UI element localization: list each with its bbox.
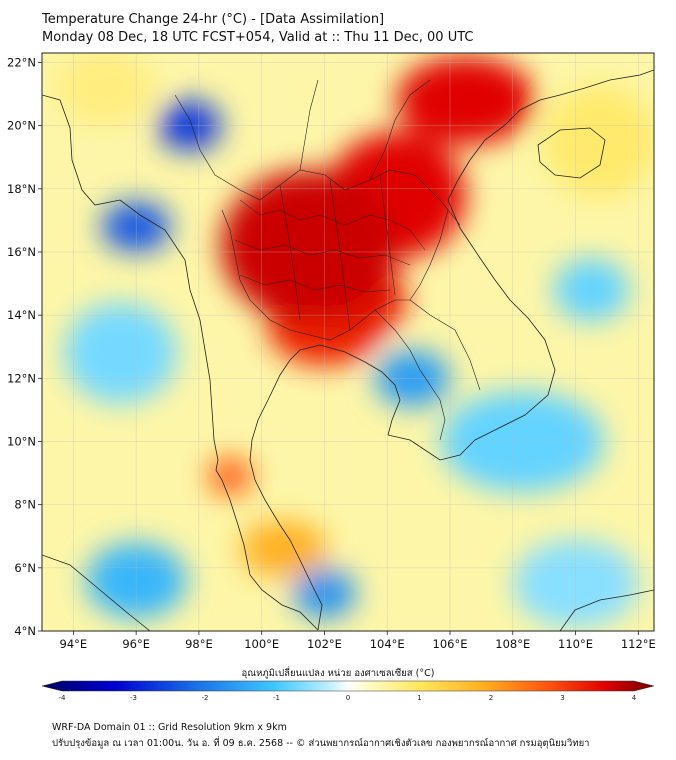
latitude-label: 14°N [7, 308, 36, 322]
longitude-label: 96°E [122, 637, 150, 651]
longitude-label: 102°E [307, 637, 342, 651]
field-anomaly-blob [544, 84, 654, 199]
field-anomaly-blob [54, 53, 155, 126]
longitude-label: 104°E [370, 637, 405, 651]
longitude-label: 100°E [244, 637, 279, 651]
latitude-label: 18°N [7, 182, 36, 196]
borneo-coast [559, 589, 654, 631]
latitude-label: 20°N [7, 119, 36, 133]
longitude-labels: 94°E 96°E 98°E 100°E 102°E 104°E 106°E 108°E 110… [60, 631, 656, 651]
country-borders [174, 79, 481, 441]
field-anomaly-blob [239, 520, 328, 578]
field-anomaly-blob [208, 457, 253, 496]
map-title: Temperature Change 24-hr (°C) - [Data As… [42, 12, 385, 27]
latitude-label: 4°N [14, 624, 36, 638]
coastlines [42, 69, 654, 631]
temperature-field [42, 53, 654, 631]
colorbar-tick-label: -4 [59, 694, 67, 702]
footer-credit: ปรับปรุงข้อมูล ณ เวลา 01:00น. วัน อ. ที่… [52, 738, 590, 749]
latitude-label: 22°N [7, 55, 36, 69]
sumatra-coast [42, 554, 151, 631]
latitude-label: 16°N [7, 245, 36, 259]
field-anomaly-blob [63, 302, 177, 404]
map-subtitle: Monday 08 Dec, 18 UTC FCST+054, Valid at… [42, 30, 474, 45]
longitude-label: 108°E [495, 637, 530, 651]
longitude-label: 98°E [185, 637, 213, 651]
colorbar-tick-label: 0 [346, 694, 350, 702]
longitude-label: 106°E [433, 637, 468, 651]
field-anomaly-blob [220, 169, 397, 322]
colorbar-tick-label: -3 [130, 694, 137, 702]
colorbar-tick-label: 2 [489, 694, 493, 702]
latitude-labels: 22°N 20°N 18°N 16°N 14°N 12°N 10°N 8°N 6°N 4°N [7, 55, 42, 638]
colorbar-tick-label: 1 [417, 694, 421, 702]
south-china-coast [469, 69, 654, 161]
longitude-label: 94°E [60, 637, 88, 651]
latitude-label: 10°N [7, 434, 36, 448]
graticule [42, 53, 654, 632]
latitude-label: 12°N [7, 371, 36, 385]
latitude-label: 6°N [14, 561, 36, 575]
longitude-label: 110°E [558, 637, 593, 651]
latitude-label: 8°N [14, 498, 36, 512]
footer-model-info: WRF-DA Domain 01 :: Grid Resolution 9km … [52, 722, 287, 733]
colorbar-tick-label: 4 [632, 694, 637, 702]
colorbar: -4 -3 -2 -1 0 1 2 3 4 [41, 680, 655, 702]
colorbar-tick-label: -2 [202, 694, 209, 702]
vietnam-south-coast [387, 159, 556, 461]
thai-gulf-coast [249, 344, 401, 631]
myanmar-coast [42, 94, 319, 631]
hainan-island [537, 127, 606, 179]
colorbar-bar [41, 680, 655, 692]
province-borders [234, 174, 426, 331]
colorbar-tick-label: 3 [560, 694, 564, 702]
field-anomaly-blob [396, 56, 535, 145]
plot-frame [41, 52, 655, 632]
field-anomaly-blob [553, 258, 629, 322]
colorbar-tick-label: -1 [273, 694, 280, 702]
colorbar-title: อุณหภูมิเปลี่ยนแปลง หน่วย องศาเซลเซียส (… [241, 668, 435, 679]
longitude-label: 112°E [621, 637, 656, 651]
colorbar-ticks: -4 -3 -2 -1 0 1 2 3 4 [59, 694, 637, 702]
